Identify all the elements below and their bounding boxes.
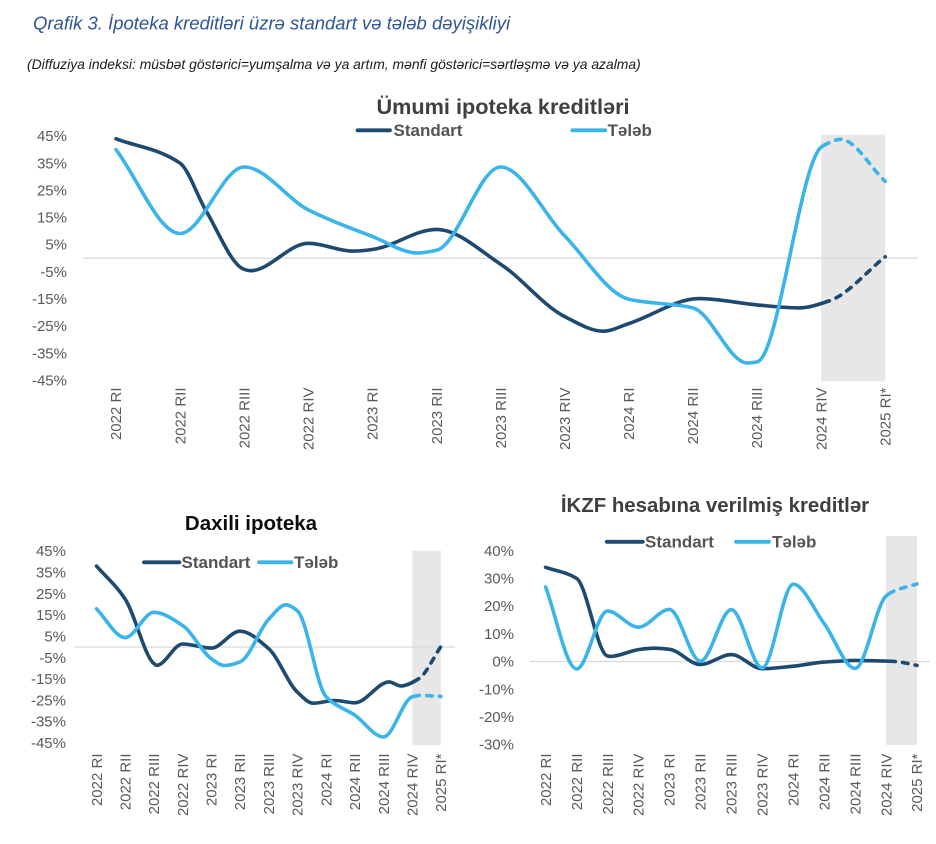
svg-text:İKZF hesabına verilmiş kreditl: İKZF hesabına verilmiş kreditlər (561, 494, 869, 517)
svg-text:-5%: -5% (40, 264, 67, 281)
svg-text:-25%: -25% (31, 692, 66, 709)
svg-text:2025 RI*: 2025 RI* (877, 387, 894, 446)
svg-text:2024 RIV: 2024 RIV (878, 754, 895, 817)
svg-text:-35%: -35% (31, 714, 66, 731)
svg-text:2023 RI: 2023 RI (204, 754, 221, 807)
svg-text:2023 RI: 2023 RI (662, 754, 679, 807)
svg-text:2022 RIII: 2022 RIII (146, 754, 163, 815)
svg-text:45%: 45% (36, 543, 66, 560)
svg-text:2023 RIV: 2023 RIV (290, 754, 307, 817)
svg-text:2023 RIV: 2023 RIV (557, 388, 574, 451)
svg-text:2024 RII: 2024 RII (685, 388, 702, 445)
svg-text:2022 RII: 2022 RII (569, 754, 586, 811)
svg-text:Standart: Standart (182, 553, 251, 572)
svg-text:15%: 15% (36, 607, 66, 624)
svg-text:2023 RII: 2023 RII (693, 754, 710, 811)
svg-text:2022 RI: 2022 RI (89, 754, 106, 807)
svg-text:Standart: Standart (394, 121, 463, 140)
svg-text:(Diffuziya indeksi: müsbət gös: (Diffuziya indeksi: müsbət göstərici=yum… (27, 56, 641, 72)
svg-text:2022 RII: 2022 RII (117, 754, 134, 811)
svg-text:-15%: -15% (32, 291, 67, 308)
svg-text:-45%: -45% (31, 735, 66, 752)
svg-text:2023 RIII: 2023 RIII (261, 754, 278, 815)
svg-text:2024 RIV: 2024 RIV (813, 388, 830, 451)
svg-text:2022 RIV: 2022 RIV (631, 754, 648, 817)
svg-text:2024 RI: 2024 RI (786, 754, 803, 807)
svg-text:10%: 10% (484, 626, 514, 643)
svg-text:2023 RII: 2023 RII (232, 754, 249, 811)
svg-text:2023 RII: 2023 RII (429, 388, 446, 445)
svg-text:2022 RII: 2022 RII (172, 388, 189, 445)
svg-text:-25%: -25% (32, 318, 67, 335)
svg-text:30%: 30% (484, 571, 514, 588)
svg-text:2023 RIV: 2023 RIV (755, 754, 772, 817)
svg-text:2023 RI: 2023 RI (365, 388, 382, 441)
svg-text:25%: 25% (36, 586, 66, 603)
svg-text:-20%: -20% (479, 709, 514, 726)
svg-text:35%: 35% (37, 155, 67, 172)
svg-text:2024 RII: 2024 RII (816, 754, 833, 811)
svg-text:5%: 5% (45, 237, 67, 254)
svg-text:2024 RI: 2024 RI (621, 388, 638, 441)
svg-text:2023 RIII: 2023 RIII (724, 754, 741, 815)
svg-text:Daxili ipoteka: Daxili ipoteka (185, 512, 318, 535)
svg-text:Tələb: Tələb (294, 553, 338, 572)
svg-text:-10%: -10% (479, 681, 514, 698)
svg-text:Qrafik 3. İpoteka kreditləri ü: Qrafik 3. İpoteka kreditləri üzrə standa… (33, 13, 511, 34)
svg-text:45%: 45% (37, 128, 67, 145)
svg-text:2024 RIII: 2024 RIII (749, 388, 766, 449)
svg-text:0%: 0% (492, 654, 514, 671)
svg-text:Ümumi ipoteka kreditləri: Ümumi ipoteka kreditləri (376, 94, 629, 119)
svg-text:-15%: -15% (31, 671, 66, 688)
svg-text:Tələb: Tələb (772, 533, 816, 552)
svg-text:2024 RIV: 2024 RIV (404, 754, 421, 817)
svg-text:Tələb: Tələb (608, 121, 652, 140)
svg-text:-5%: -5% (39, 650, 66, 667)
svg-text:-45%: -45% (32, 372, 67, 389)
svg-text:2024 RII: 2024 RII (347, 754, 364, 811)
svg-text:20%: 20% (484, 598, 514, 615)
svg-text:-30%: -30% (479, 737, 514, 754)
svg-text:25%: 25% (37, 182, 67, 199)
svg-text:2022 RI: 2022 RI (538, 754, 555, 807)
svg-text:5%: 5% (44, 629, 66, 646)
svg-text:15%: 15% (37, 210, 67, 227)
svg-text:2023 RIII: 2023 RIII (493, 388, 510, 449)
svg-text:2022 RIII: 2022 RIII (236, 388, 253, 449)
svg-text:35%: 35% (36, 565, 66, 582)
svg-text:2022 RI: 2022 RI (108, 388, 125, 441)
svg-text:2024 RIII: 2024 RIII (847, 754, 864, 815)
svg-text:-35%: -35% (32, 345, 67, 362)
svg-text:Standart: Standart (645, 533, 714, 552)
svg-text:2024 RIII: 2024 RIII (376, 754, 393, 815)
svg-text:2022 RIV: 2022 RIV (301, 388, 318, 451)
svg-text:2022 RIII: 2022 RIII (600, 754, 617, 815)
svg-text:2024 RI: 2024 RI (318, 754, 335, 807)
svg-text:2025 RI*: 2025 RI* (909, 753, 926, 812)
svg-text:2025 RI*: 2025 RI* (433, 753, 450, 812)
svg-text:2022 RIV: 2022 RIV (175, 754, 192, 817)
svg-text:40%: 40% (484, 543, 514, 560)
